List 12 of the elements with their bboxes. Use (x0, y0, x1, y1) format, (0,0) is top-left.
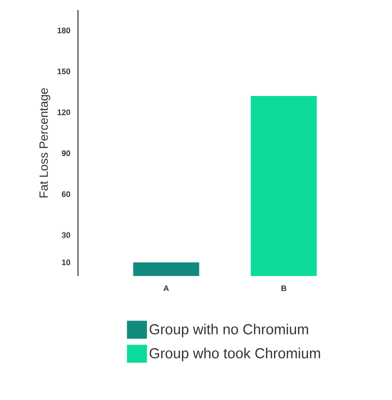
y-tick-label: 60 (62, 191, 70, 197)
y-tick-label: 180 (58, 28, 70, 34)
x-tick-label: B (281, 286, 286, 292)
y-tick-label: 30 (62, 232, 70, 238)
y-tick-label: 10 (62, 260, 70, 266)
y-tick-label: 150 (58, 68, 70, 74)
legend-label: Group who took Chromium (150, 348, 320, 362)
y-tick-label: 120 (58, 109, 70, 116)
y-tick-label: 90 (62, 150, 70, 156)
x-tick-label: A (164, 286, 169, 292)
y-axis-title: Fat Loss Percentage (40, 88, 50, 198)
legend-label: Group with no Chromium (150, 324, 308, 338)
